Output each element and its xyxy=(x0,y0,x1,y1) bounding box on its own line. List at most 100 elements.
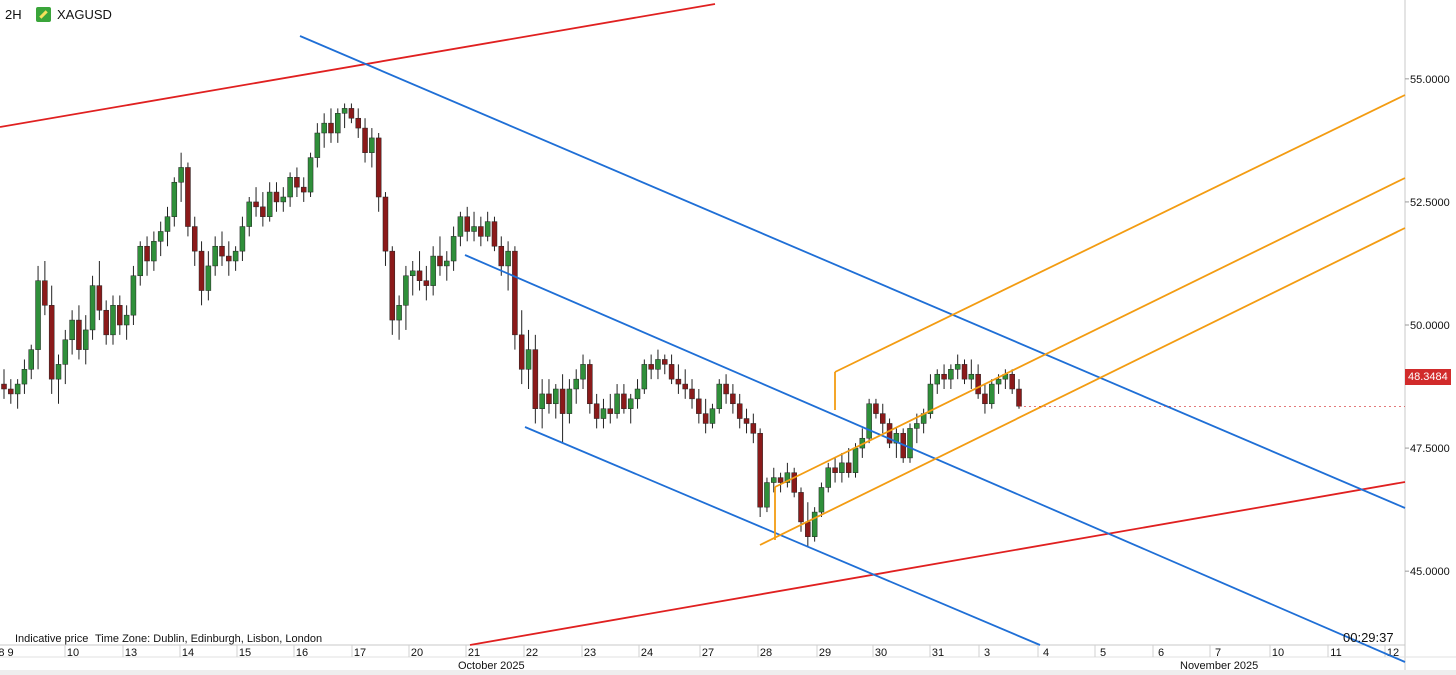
candle-body xyxy=(35,280,41,350)
candle-body xyxy=(491,221,498,247)
orange-channel-upper xyxy=(834,94,1406,373)
candle-body xyxy=(975,373,981,395)
x-tick-label: 30 xyxy=(875,647,887,659)
month-label-october: October 2025 xyxy=(458,660,525,672)
x-tick-label: 20 xyxy=(411,647,423,659)
candle-body xyxy=(110,305,116,336)
candle-body xyxy=(546,393,552,405)
candle-body xyxy=(675,378,682,385)
candle-body xyxy=(69,319,75,341)
x-tick-label: 6 xyxy=(1158,647,1164,659)
candle-body xyxy=(117,305,123,326)
candle-body xyxy=(777,477,784,483)
blue-channel-upper xyxy=(299,35,1406,509)
candle-body xyxy=(893,433,900,444)
symbol-label[interactable]: XAGUSD xyxy=(57,7,112,22)
candle-body xyxy=(886,423,893,444)
candle-body xyxy=(839,462,845,473)
candle-body xyxy=(437,255,443,267)
candle-body xyxy=(416,270,423,281)
orange-channel-middle xyxy=(774,177,1406,488)
candle-body xyxy=(335,113,341,134)
candle-body xyxy=(389,250,396,321)
candle-body xyxy=(96,285,103,311)
candle-body xyxy=(191,226,198,252)
indicative-price-note: Indicative price xyxy=(15,633,89,645)
candle-body xyxy=(1,383,7,390)
candle-body xyxy=(226,255,232,262)
x-tick-label: 13 xyxy=(125,647,137,659)
bar-countdown: 00:29:37 xyxy=(1343,630,1394,645)
candle-body xyxy=(246,201,252,227)
candle-body xyxy=(989,383,995,405)
x-tick-label: 27 xyxy=(702,647,714,659)
candle-body xyxy=(307,157,314,193)
candle-body xyxy=(273,191,280,203)
candle-body xyxy=(300,186,307,193)
x-tick-label: 8 9 xyxy=(0,647,14,659)
candle-body xyxy=(1009,373,1015,390)
candle-body xyxy=(914,423,920,429)
candle-body xyxy=(573,378,579,390)
candle-body xyxy=(934,373,941,385)
candle-body xyxy=(655,359,661,370)
candle-body xyxy=(171,181,178,217)
candle-body xyxy=(430,255,436,286)
candle-body xyxy=(764,482,770,508)
candle-body xyxy=(253,201,259,208)
candle-body xyxy=(662,359,668,365)
y-tick-label: 55.0000 xyxy=(1410,74,1450,86)
candle-body xyxy=(55,364,62,380)
x-tick-label: 4 xyxy=(1043,647,1049,659)
candle-body xyxy=(689,388,695,400)
x-tick-label: 16 xyxy=(296,647,308,659)
candle-body xyxy=(62,339,69,365)
candle-body xyxy=(621,393,627,409)
y-tick-label: 47.5000 xyxy=(1410,443,1450,455)
candle-body xyxy=(396,305,402,321)
y-tick-label: 50.0000 xyxy=(1410,320,1450,332)
orange-channel-lower xyxy=(759,227,1406,546)
candle-body xyxy=(852,447,859,473)
candle-body xyxy=(137,245,143,277)
candle-body xyxy=(948,369,954,380)
candle-body xyxy=(457,216,464,237)
candle-body xyxy=(648,364,654,370)
last-price-tag: 48.3484 xyxy=(1405,369,1451,385)
candle-body xyxy=(559,388,566,414)
candle-body xyxy=(880,413,886,424)
candle-body xyxy=(736,403,743,419)
candle-body xyxy=(709,408,716,424)
candle-body xyxy=(805,521,811,537)
candle-body xyxy=(566,388,573,414)
candle-body xyxy=(995,378,1002,385)
x-tick-label: 21 xyxy=(468,647,480,659)
candle-body xyxy=(968,373,975,380)
candle-body xyxy=(212,245,218,267)
x-tick-label: 11 xyxy=(1330,647,1341,659)
candle-body xyxy=(730,393,736,405)
candle-body xyxy=(498,245,505,267)
timeframe-label[interactable]: 2H xyxy=(5,7,22,22)
candle-body xyxy=(791,472,797,493)
candle-body xyxy=(784,472,791,483)
candle-body xyxy=(702,413,709,424)
x-tick-label: 10 xyxy=(67,647,79,659)
candle-body xyxy=(716,383,723,409)
candle-body xyxy=(314,132,321,158)
candle-body xyxy=(369,137,375,153)
candle-body xyxy=(89,285,96,331)
candle-body xyxy=(409,270,416,277)
candle-body xyxy=(811,511,818,537)
x-tick-label: 29 xyxy=(819,647,831,659)
candle-body xyxy=(123,314,130,326)
candle-body xyxy=(696,398,702,414)
candle-body xyxy=(239,226,246,252)
candle-body xyxy=(157,231,164,242)
candle-body xyxy=(130,275,137,316)
candle-body xyxy=(14,383,21,395)
x-tick-label: 7 xyxy=(1215,647,1221,659)
candle-body xyxy=(185,167,191,227)
x-tick-label: 14 xyxy=(182,647,194,659)
